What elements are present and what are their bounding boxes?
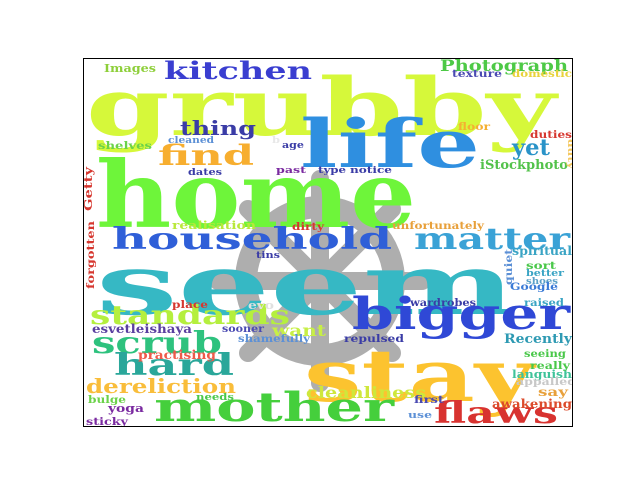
word-appalled: appalled	[516, 377, 573, 388]
word-yoga: yoga	[107, 402, 144, 415]
word-b: b	[272, 136, 280, 146]
word-domestic: domestic	[512, 69, 572, 80]
word-shelves: shelves	[98, 141, 152, 152]
word-cloud-frame: home grubby seem stay life mother household big…	[83, 58, 573, 427]
word-shoes: shoes	[526, 277, 558, 287]
word-matter: matter	[414, 222, 572, 257]
word-scrub: scrub	[92, 326, 222, 361]
word-place: place	[172, 300, 208, 311]
word-hard: hard	[114, 348, 234, 383]
word-say: say	[538, 385, 569, 399]
word-first: first	[414, 395, 444, 406]
word-age: age	[282, 141, 304, 151]
word-duties: duties	[530, 130, 572, 141]
word-languish: languish	[512, 368, 572, 381]
word-grubby: grubby	[86, 60, 560, 154]
word-sooner: sooner	[222, 324, 265, 335]
word-awakening: awakening	[492, 397, 573, 411]
word-household: household	[112, 222, 392, 257]
word-dereliction: dereliction	[86, 374, 237, 398]
word-find: find	[158, 139, 254, 172]
word-sort: sort	[526, 261, 557, 272]
word-really: really	[530, 361, 571, 372]
word-raised: raised	[524, 298, 564, 309]
word-getty: Getty	[84, 166, 95, 211]
word-unfortunately: unfortunately	[392, 221, 485, 232]
word-home: home	[96, 141, 416, 249]
word-cleanliness: cleanliness	[306, 383, 426, 402]
word-practising: practising	[138, 348, 217, 362]
word-images: Images	[104, 62, 156, 75]
word-realisation: realisation	[172, 219, 256, 232]
word-floor: floor	[458, 122, 491, 133]
word-bulge: bulge	[88, 395, 126, 406]
word-seeing: seeing	[524, 349, 566, 360]
word-esvetleishaya: esvetleishaya	[92, 322, 192, 336]
word-evo: evo	[248, 299, 274, 312]
word-past: past	[276, 166, 307, 176]
word-google: Google	[510, 282, 558, 293]
word-forgotten: forgotten	[86, 220, 97, 289]
word-stay: stay	[304, 333, 537, 418]
word-standards: standards	[90, 301, 290, 331]
word-use: use	[408, 411, 432, 421]
word-type: type	[318, 166, 346, 176]
word-repulsed: repulsed	[344, 334, 404, 345]
word-yet: yet	[511, 135, 551, 161]
word-kitchen: kitchen	[164, 59, 312, 85]
word-spiritual: spiritual	[512, 244, 572, 258]
word-shamefully: shamefully	[238, 334, 311, 345]
word-want: want	[271, 321, 327, 340]
word-texture: texture	[452, 69, 502, 80]
word-seem: seem	[96, 235, 516, 334]
word-duty: duty	[565, 139, 573, 170]
word-dates: dates	[188, 168, 222, 178]
word-mother: mother	[154, 384, 395, 427]
word-thing: thing	[180, 116, 256, 140]
word-cleaned: cleaned	[168, 136, 215, 146]
word-needs: needs	[196, 393, 234, 403]
word-flaws: flaws	[434, 396, 558, 427]
word-tins: tins	[256, 251, 280, 261]
word-notice: notice	[350, 166, 392, 176]
word-bigger: bigger	[352, 289, 571, 340]
word-wardrobes: wardrobes	[409, 298, 477, 309]
word-better: better	[526, 269, 564, 279]
word-photograph: Photograph	[440, 59, 568, 75]
word-sticky: sticky	[86, 417, 130, 427]
word-istockphoto: iStockphoto	[480, 158, 568, 173]
word-life: life	[300, 105, 480, 183]
ship-wheel-icon	[209, 170, 431, 392]
word-recently: Recently	[504, 332, 572, 347]
word-dirty: dirty	[292, 222, 325, 233]
word-quiet: quiet	[504, 249, 515, 285]
